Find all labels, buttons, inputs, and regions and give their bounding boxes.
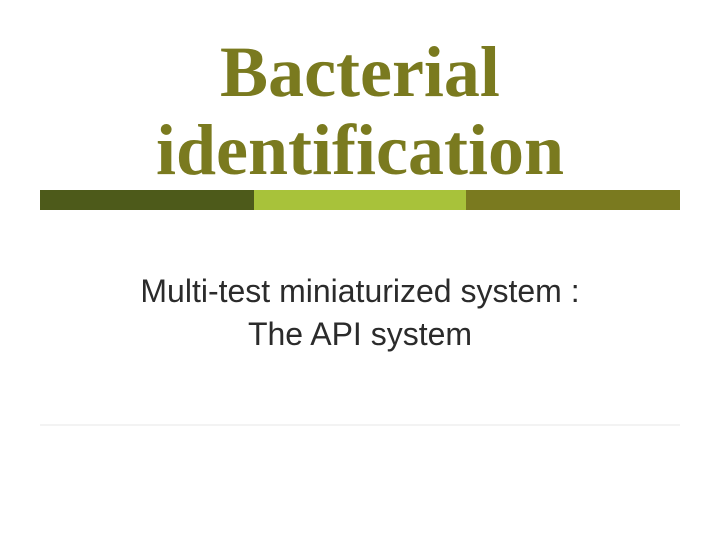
accent-bar-seg-3 [466,190,680,210]
slide-subtitle: Multi-test miniaturized system : The API… [0,270,720,356]
title-line-2: identification [0,112,720,190]
bottom-rule [40,424,680,426]
subtitle-line-1: Multi-test miniaturized system : [0,270,720,313]
slide: Bacterial identification Multi-test mini… [0,0,720,540]
subtitle-line-2: The API system [0,313,720,356]
slide-title: Bacterial identification [0,34,720,190]
accent-bar [40,190,680,210]
title-line-1: Bacterial [0,34,720,112]
accent-bar-seg-1 [40,190,254,210]
accent-bar-seg-2 [254,190,466,210]
